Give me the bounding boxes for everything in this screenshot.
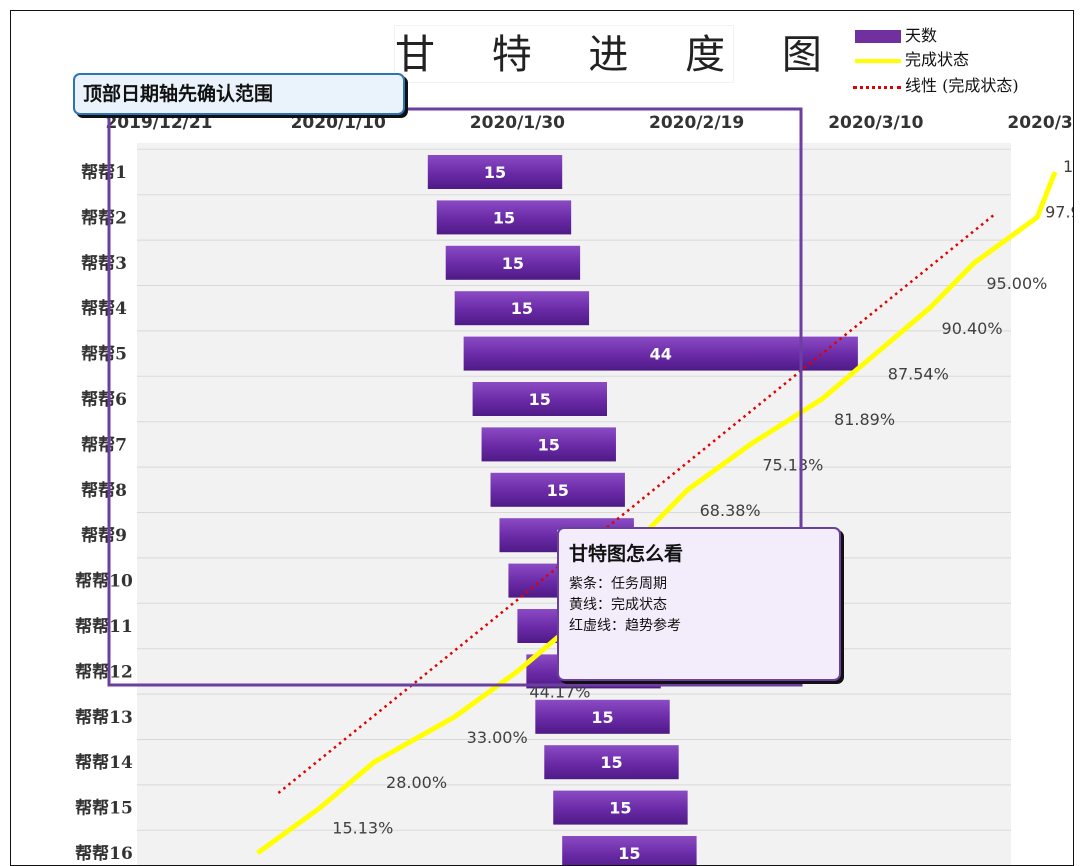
legend-label-days: 天数 (905, 26, 938, 45)
legend-label-status: 完成状态 (905, 50, 970, 69)
gantt-bar (472, 382, 607, 416)
category-label: 帮帮2 (81, 208, 127, 228)
line-data-label: 87.54% (888, 365, 949, 384)
date-axis-note: 顶部日期轴先确认范围 (73, 73, 405, 115)
legend-bar-swatch (855, 30, 901, 43)
category-label: 帮帮12 (75, 662, 133, 682)
completion-line (256, 171, 1058, 856)
bar-data-label: 15 (511, 299, 533, 318)
category-label: 帮帮5 (81, 345, 127, 365)
gantt-bar (481, 427, 616, 462)
x-tick-label: 2019/12/21 (105, 113, 212, 133)
bar-data-label: 15 (591, 708, 613, 727)
legend: 天数 完成状态 线性 (完成状态) (849, 23, 1080, 101)
line-data-label: 90.40% (942, 319, 1003, 338)
callout-line-bars: 紫条：任务周期 (569, 576, 667, 592)
category-label: 帮帮9 (81, 526, 127, 546)
x-tick-label: 2020/2/19 (649, 113, 744, 133)
category-label: 帮帮15 (75, 799, 133, 819)
category-label: 帮帮8 (81, 481, 127, 501)
line-data-label: 97.91% (1045, 202, 1073, 221)
chart-title: 甘 特 进 度 图 (394, 25, 822, 83)
bar-data-label: 15 (484, 163, 506, 182)
x-tick-label: 2020/3/30 (1007, 113, 1073, 133)
x-tick-label: 2020/3/10 (828, 113, 923, 133)
legend-item-days: 天数 (849, 25, 1080, 47)
bar-data-label: 15 (600, 753, 622, 772)
bar-data-label: 15 (618, 844, 640, 863)
legend-item-trend: 线性 (完成状态) (849, 75, 1080, 97)
gantt-bar (562, 836, 697, 865)
highlight-frame (107, 107, 803, 687)
line-data-label: 28.00% (386, 773, 447, 792)
gantt-bar (553, 790, 688, 825)
category-label: 帮帮6 (81, 390, 127, 410)
line-data-label: 15.13% (332, 819, 393, 838)
category-label: 帮帮11 (75, 617, 133, 637)
bar-data-label: 15 (609, 799, 631, 818)
legend-line-swatch (855, 59, 901, 63)
trend-line (277, 213, 996, 794)
legend-label-trend: 线性 (完成状态) (905, 76, 1019, 95)
gantt-bar (445, 245, 581, 280)
reading-guide-callout: 甘特图怎么看 紫条：任务周期 黄线：完成状态 红虚线：趋势参考 (557, 527, 841, 681)
gantt-bar (490, 472, 625, 507)
bar-data-label: 15 (493, 208, 515, 227)
line-data-label: 95.00% (986, 274, 1047, 293)
category-label: 帮帮7 (81, 435, 127, 455)
line-data-label: 68.38% (700, 501, 761, 520)
x-tick-label: 2020/1/30 (470, 113, 565, 133)
category-label: 帮帮14 (75, 753, 133, 773)
callout-title: 甘特图怎么看 (569, 543, 684, 565)
gantt-bar (544, 745, 679, 780)
line-data-label: 81.89% (834, 410, 895, 429)
chart-frame: 2019/12/21 2020/1/10 2020/1/30 2020/2/19 202… (10, 10, 1074, 866)
gantt-bar (454, 291, 590, 326)
callout-line-trend: 红虚线：趋势参考 (569, 618, 681, 634)
line-data-label: 4.00% (270, 864, 321, 865)
gantt-bar (436, 200, 572, 235)
legend-trend-swatch (853, 86, 901, 89)
category-label: 帮帮3 (81, 254, 127, 274)
gantt-chart: 2019/12/21 2020/1/10 2020/1/30 2020/2/19 202… (75, 107, 1073, 865)
category-label: 帮帮1 (81, 163, 127, 183)
category-label: 帮帮13 (75, 708, 133, 728)
category-label: 帮帮10 (75, 572, 133, 592)
line-data-label: 75.13% (762, 455, 823, 474)
line-data-label: 44.17% (529, 682, 590, 701)
bar-data-label: 15 (502, 254, 524, 273)
category-label: 帮帮16 (75, 844, 133, 864)
legend-item-status: 完成状态 (849, 49, 1080, 71)
x-tick-label: 2020/1/10 (291, 113, 386, 133)
bar-data-label: 15 (547, 481, 569, 500)
bar-data-label: 15 (538, 435, 560, 454)
bar-data-label: 15 (529, 390, 551, 409)
line-data-label: 33.00% (467, 728, 528, 747)
bar-data-label: 44 (650, 345, 672, 364)
gantt-bar (427, 155, 563, 189)
gantt-bar (463, 336, 858, 371)
line-data-label: 100.00% (1063, 157, 1073, 176)
gantt-bar (535, 699, 670, 734)
callout-line-status: 黄线：完成状态 (569, 597, 667, 613)
category-label: 帮帮4 (81, 299, 127, 319)
